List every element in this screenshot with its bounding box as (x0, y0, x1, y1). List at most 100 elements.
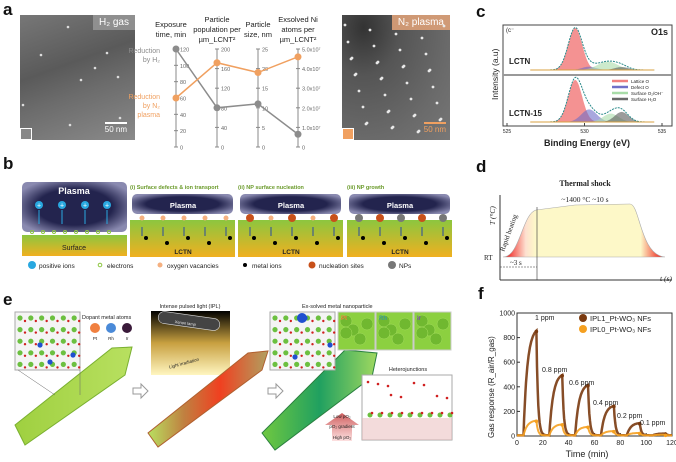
oxygen-atom (56, 319, 59, 323)
np-cluster (360, 317, 374, 331)
image-badge-h2: H₂ gas (92, 15, 135, 30)
panel-label-d: d (476, 157, 487, 176)
oxygen-atom (370, 411, 374, 415)
lattice-atom (304, 350, 311, 356)
plasma-bar (132, 194, 233, 214)
particle (390, 126, 394, 130)
concentration-label: 0.8 ppm (542, 367, 567, 374)
axis-title: Particle (204, 15, 229, 24)
legend-label: nucleation sites (319, 263, 365, 270)
oxygen-atom (311, 354, 314, 357)
plus-sign: + (105, 203, 109, 210)
oxygen-atom (430, 411, 434, 415)
lattice-atom (28, 361, 34, 367)
oxygen-atom (45, 343, 48, 346)
x-tick-label: 0 (515, 440, 519, 447)
positive-ion (58, 201, 66, 209)
legend-label-h2: Reduction (128, 48, 160, 55)
step-title: (i) Surface defects & ion transport (130, 185, 219, 191)
color-key-n2 (342, 128, 354, 140)
oxygen-atom (45, 331, 48, 334)
po2-gradient-label: pO₂ gradient (329, 424, 355, 429)
envelope-fit (538, 76, 655, 123)
tick-label: 0 (221, 146, 224, 152)
axis-title: atoms per (281, 25, 315, 34)
panel-label-f: f (478, 284, 484, 303)
particle (435, 101, 439, 105)
panel-b: Plasma + + + + Surface (i) Surface defects & i… (22, 182, 452, 270)
dopant-sphere-ir (122, 323, 132, 333)
lattice-atom (272, 338, 278, 344)
plasma-label: Plasma (387, 201, 414, 210)
plus-sign: + (83, 203, 87, 210)
metal-ion (294, 236, 298, 240)
legend-label: NPs (399, 263, 412, 270)
oxygen-atom (45, 319, 48, 323)
oxygen-atom (300, 366, 303, 369)
legend-label-n2: Reduction (128, 94, 160, 101)
scale-bar-h2: 50 nm (104, 122, 127, 134)
x-tick-label: 100 (640, 440, 652, 447)
tick-label: 0 (302, 146, 305, 152)
dopant-sphere-rh (106, 323, 116, 333)
component-peak (538, 111, 655, 122)
low-po2-label: Low pO₂ (333, 414, 351, 419)
legend-label: positive ions (39, 263, 76, 270)
tick-label: 60 (180, 97, 186, 103)
lattice-atom (17, 361, 23, 367)
metal-ion (424, 241, 428, 245)
particle (383, 93, 387, 97)
data-point (254, 69, 262, 77)
process-arrow-icon (267, 382, 284, 400)
particle (79, 78, 83, 82)
oxygen-atom (322, 343, 325, 346)
metal-label: Pt (341, 316, 347, 322)
surface-substrate (22, 235, 127, 256)
oxygen-vacancy (139, 215, 145, 221)
data-point (637, 421, 642, 426)
lattice-atom (71, 327, 77, 333)
oxygen-atom (34, 319, 38, 323)
tick-label: 80 (180, 80, 186, 86)
legend-label: IPL0_Pt-WO₃ NFs (590, 325, 651, 334)
data-point (586, 383, 590, 388)
exsolved-particle (297, 313, 307, 323)
data-point (254, 100, 262, 108)
lattice-atom (60, 361, 66, 367)
oxygen-atom (34, 343, 38, 346)
oxygen-atom (77, 343, 81, 346)
sample-label: LCTN-15 (509, 109, 542, 118)
particle (398, 48, 402, 52)
metal-ion (336, 236, 340, 240)
tick-label: 15 (262, 87, 268, 93)
xenon-lamp (157, 311, 221, 331)
np-cluster (377, 326, 391, 340)
x-axis-label: t (s) (660, 274, 672, 283)
particle (409, 97, 413, 101)
dopant-label: Ir (126, 336, 129, 341)
particle (394, 32, 398, 36)
data-point (294, 53, 302, 61)
particle (379, 77, 383, 81)
tick-label: 25 (262, 48, 268, 54)
tick-label: 5.0x10⁷ (302, 47, 321, 54)
oxygen-atom (322, 366, 325, 369)
particle (431, 85, 435, 89)
particle (343, 23, 347, 27)
nucleation-site (330, 214, 338, 222)
lattice-atom (272, 350, 278, 356)
surface-label: Surface (62, 245, 86, 252)
y-tick-label: 0 (511, 434, 515, 441)
axis-title: Exposure (155, 20, 187, 29)
lattice-atom (28, 315, 34, 321)
concentration-label: 0.4 ppm (593, 400, 618, 407)
tick-label: 0 (180, 146, 183, 152)
lattice-atom (272, 361, 278, 367)
oxygen-atom (332, 343, 336, 346)
particle (420, 36, 424, 40)
x-tick-label: 40 (565, 440, 573, 447)
metal-ion (382, 241, 386, 245)
data-point (172, 94, 180, 102)
lattice-atom (71, 315, 77, 321)
legend-label: metal ions (252, 263, 282, 270)
